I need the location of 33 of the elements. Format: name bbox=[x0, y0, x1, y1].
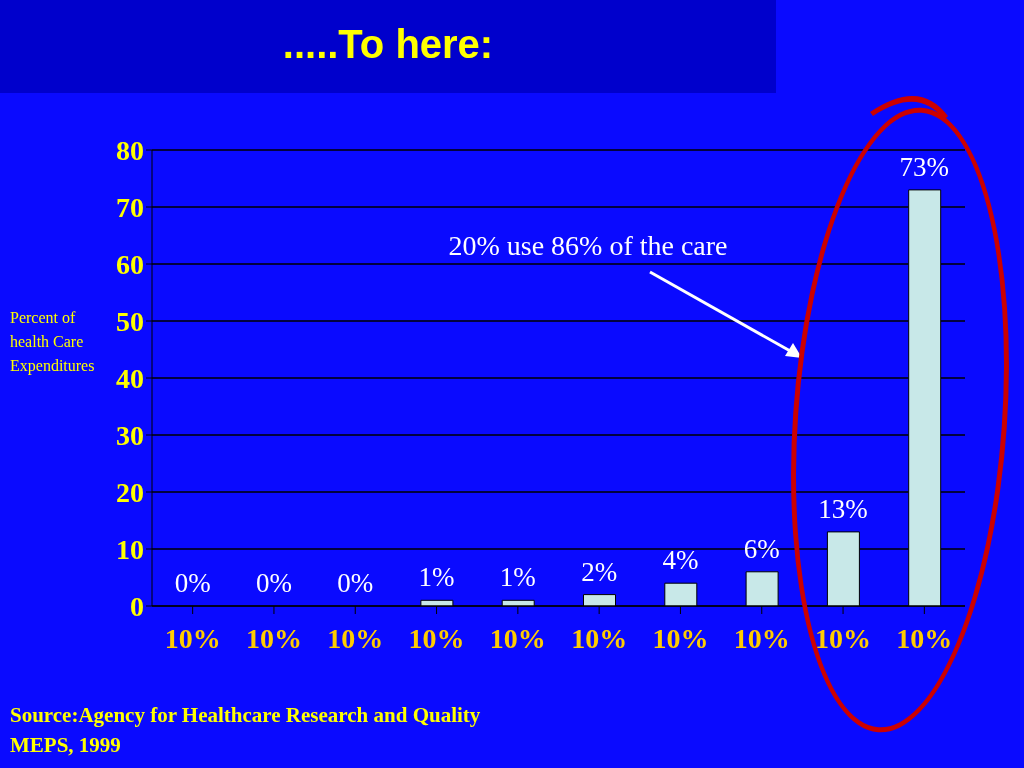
data-label: 0% bbox=[174, 568, 211, 598]
x-tick-label: 10% bbox=[327, 622, 384, 654]
y-tick-label: 80 bbox=[116, 134, 144, 166]
y-tick-label: 10 bbox=[116, 533, 144, 565]
y-tick-label: 0 bbox=[130, 590, 144, 622]
y-tick-label: 50 bbox=[116, 305, 144, 337]
x-tick-label: 10% bbox=[896, 622, 953, 654]
source-note: Source:Agency for Healthcare Research and Quality bbox=[10, 702, 481, 729]
y-axis-title: Percent of health Care Expenditures bbox=[10, 308, 95, 377]
data-label: 2% bbox=[581, 556, 618, 587]
y-tick-label: 20 bbox=[116, 476, 144, 508]
x-tick-label: 10% bbox=[245, 622, 302, 654]
data-label: 13% bbox=[818, 493, 868, 524]
data-label: 0% bbox=[337, 568, 374, 598]
x-tick-label: 10% bbox=[489, 622, 546, 654]
data-label: 1% bbox=[499, 562, 536, 593]
x-tick-label: 10% bbox=[652, 622, 709, 654]
y-tick-label: 40 bbox=[116, 362, 144, 394]
text: MEPS, 1999 bbox=[10, 732, 122, 759]
y-tick-label: 30 bbox=[116, 419, 144, 451]
x-tick-label: 10% bbox=[164, 622, 221, 654]
x-tick-label: 10% bbox=[733, 622, 790, 654]
data-label: 73% bbox=[899, 151, 950, 182]
annotation: 20% use 86% of the care bbox=[448, 230, 728, 261]
x-tick-label: 10% bbox=[408, 622, 465, 654]
x-tick-label: 10% bbox=[571, 622, 628, 654]
x-tick-label: 10% bbox=[815, 622, 872, 654]
data-label: 1% bbox=[418, 562, 455, 593]
data-label: 0% bbox=[255, 568, 292, 598]
data-label: 4% bbox=[662, 545, 699, 576]
chart-title: .....To here: bbox=[281, 22, 495, 67]
y-tick-label: 60 bbox=[116, 248, 144, 280]
y-tick-label: 70 bbox=[116, 191, 144, 223]
